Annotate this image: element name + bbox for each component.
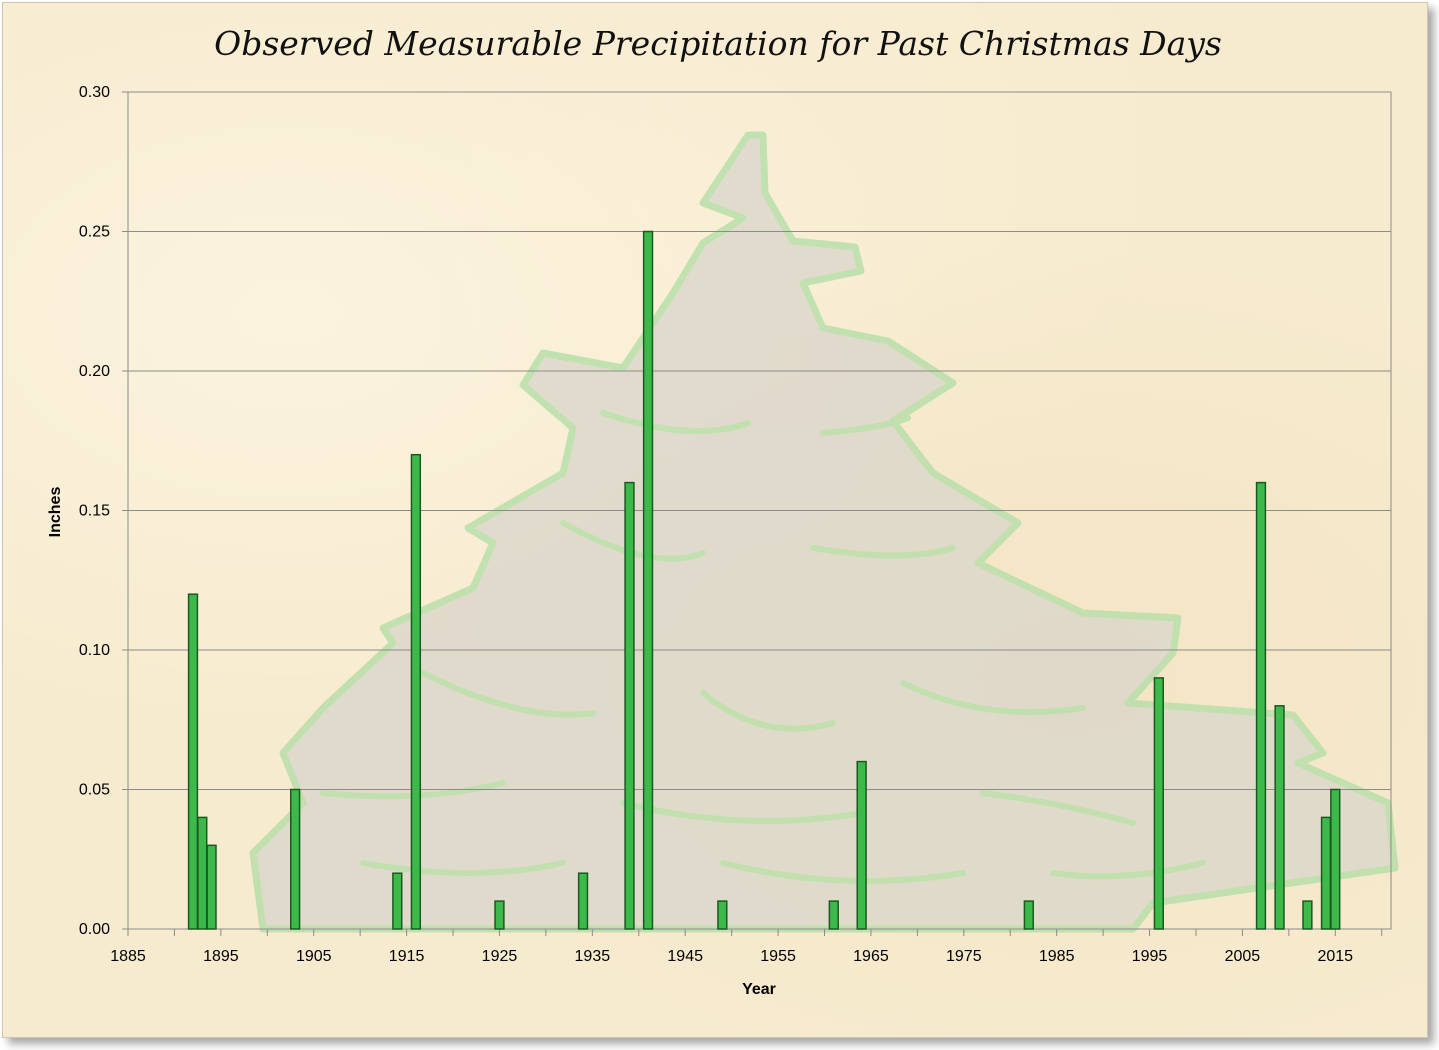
x-tick-label: 2015 bbox=[1317, 948, 1353, 965]
bar bbox=[290, 788, 301, 930]
y-tick-label: 0.15 bbox=[79, 503, 110, 520]
bar bbox=[1330, 788, 1341, 930]
x-tick-label: 1935 bbox=[575, 948, 611, 965]
bar bbox=[1302, 900, 1313, 930]
y-tick-label: 0.30 bbox=[79, 84, 110, 101]
x-tick-label: 1985 bbox=[1039, 948, 1075, 965]
plot-area: 0.00 0.05 0.10 0.15 0.20 0.25 0.30 1885 1895 1905… bbox=[79, 84, 1392, 965]
x-tick-label: 1925 bbox=[482, 948, 518, 965]
bar bbox=[856, 760, 867, 930]
x-tick-label: 1955 bbox=[760, 948, 796, 965]
chart: Observed Measurable Precipitation for Pa… bbox=[47, 24, 1399, 998]
x-tick-label: 1915 bbox=[389, 948, 425, 965]
bar bbox=[494, 900, 505, 930]
bar bbox=[1255, 481, 1267, 930]
bar bbox=[392, 872, 403, 930]
bar bbox=[828, 900, 839, 930]
bar bbox=[577, 872, 589, 930]
chart-frame: Observed Measurable Precipitation for Pa… bbox=[2, 2, 1428, 1038]
chart-title: Observed Measurable Precipitation for Pa… bbox=[214, 24, 1222, 63]
x-axis-title: Year bbox=[742, 981, 776, 998]
plot-border bbox=[127, 91, 1392, 930]
bar bbox=[717, 900, 728, 930]
y-tick-label: 0.20 bbox=[79, 363, 110, 380]
x-tick-label: 1945 bbox=[667, 948, 703, 965]
y-tick-label: 0.10 bbox=[79, 642, 110, 659]
y-axis-title: Inches bbox=[47, 487, 64, 538]
y-tick-label: 0.00 bbox=[79, 921, 110, 938]
bar bbox=[197, 816, 208, 930]
x-tick-label: 1885 bbox=[110, 948, 146, 965]
bar bbox=[1274, 705, 1285, 930]
bar bbox=[1023, 900, 1034, 930]
y-tick-label: 0.05 bbox=[79, 782, 110, 799]
y-tick-label: 0.25 bbox=[79, 224, 110, 241]
bar bbox=[410, 453, 422, 930]
x-tick-label: 1965 bbox=[853, 948, 889, 965]
x-tick-label: 1975 bbox=[946, 948, 982, 965]
bar bbox=[206, 844, 217, 930]
x-tick-label: 1995 bbox=[1132, 948, 1168, 965]
x-tick-label: 1905 bbox=[296, 948, 332, 965]
x-tick-label: 2005 bbox=[1225, 948, 1261, 965]
bar bbox=[1320, 816, 1332, 930]
christmas-tree-background bbox=[249, 131, 1399, 933]
x-tick-label: 1895 bbox=[203, 948, 239, 965]
bar bbox=[642, 230, 654, 930]
bar bbox=[624, 481, 635, 930]
bar bbox=[1153, 677, 1164, 930]
bar bbox=[187, 593, 199, 930]
